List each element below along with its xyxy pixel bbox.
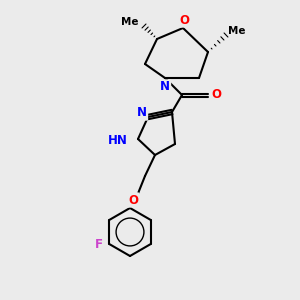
Text: O: O	[211, 88, 221, 101]
Text: HN: HN	[108, 134, 128, 148]
Text: Me: Me	[228, 26, 245, 36]
Text: O: O	[179, 14, 189, 26]
Text: F: F	[95, 238, 103, 250]
Text: N: N	[160, 80, 170, 94]
Text: Me: Me	[121, 17, 138, 27]
Text: N: N	[137, 106, 147, 119]
Text: O: O	[128, 194, 138, 206]
